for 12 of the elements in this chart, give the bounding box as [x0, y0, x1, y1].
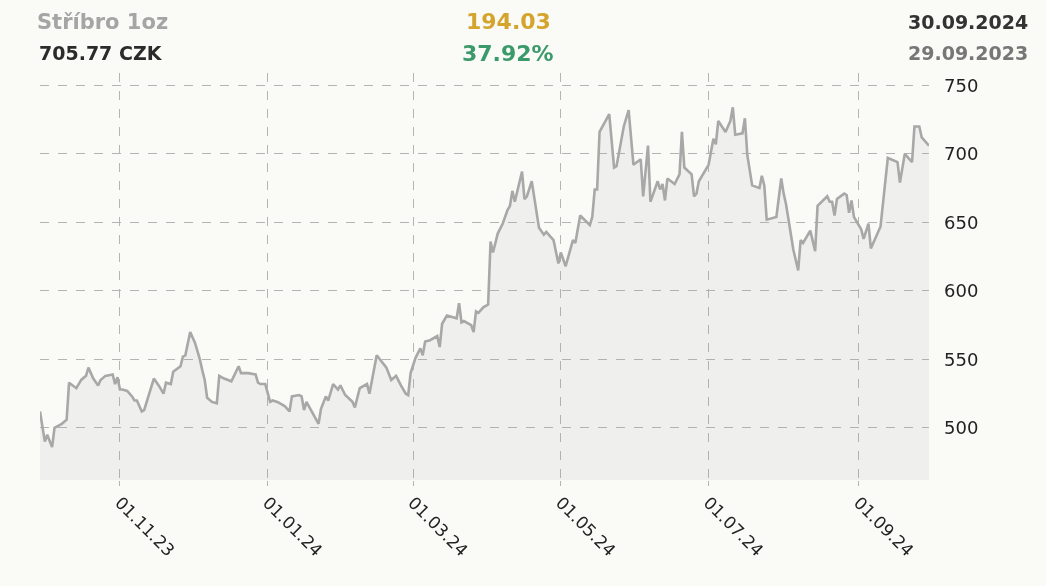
y-tick-label: 600 [944, 280, 979, 302]
chart-subtitle: 705.77 CZK [39, 42, 163, 64]
y-tick-label: 700 [944, 143, 979, 165]
chart-title: Stříbro 1oz [37, 10, 169, 35]
y-tick-label: 500 [944, 417, 979, 439]
y-tick-label: 650 [944, 211, 979, 233]
text: 37.92% [462, 41, 554, 66]
y-tick-label: 750 [944, 74, 979, 96]
text: 30.09.2024 [908, 11, 1029, 33]
text: 29.09.2023 [908, 42, 1029, 64]
text: 194.03 [466, 9, 551, 34]
y-tick-label: 550 [944, 348, 979, 370]
